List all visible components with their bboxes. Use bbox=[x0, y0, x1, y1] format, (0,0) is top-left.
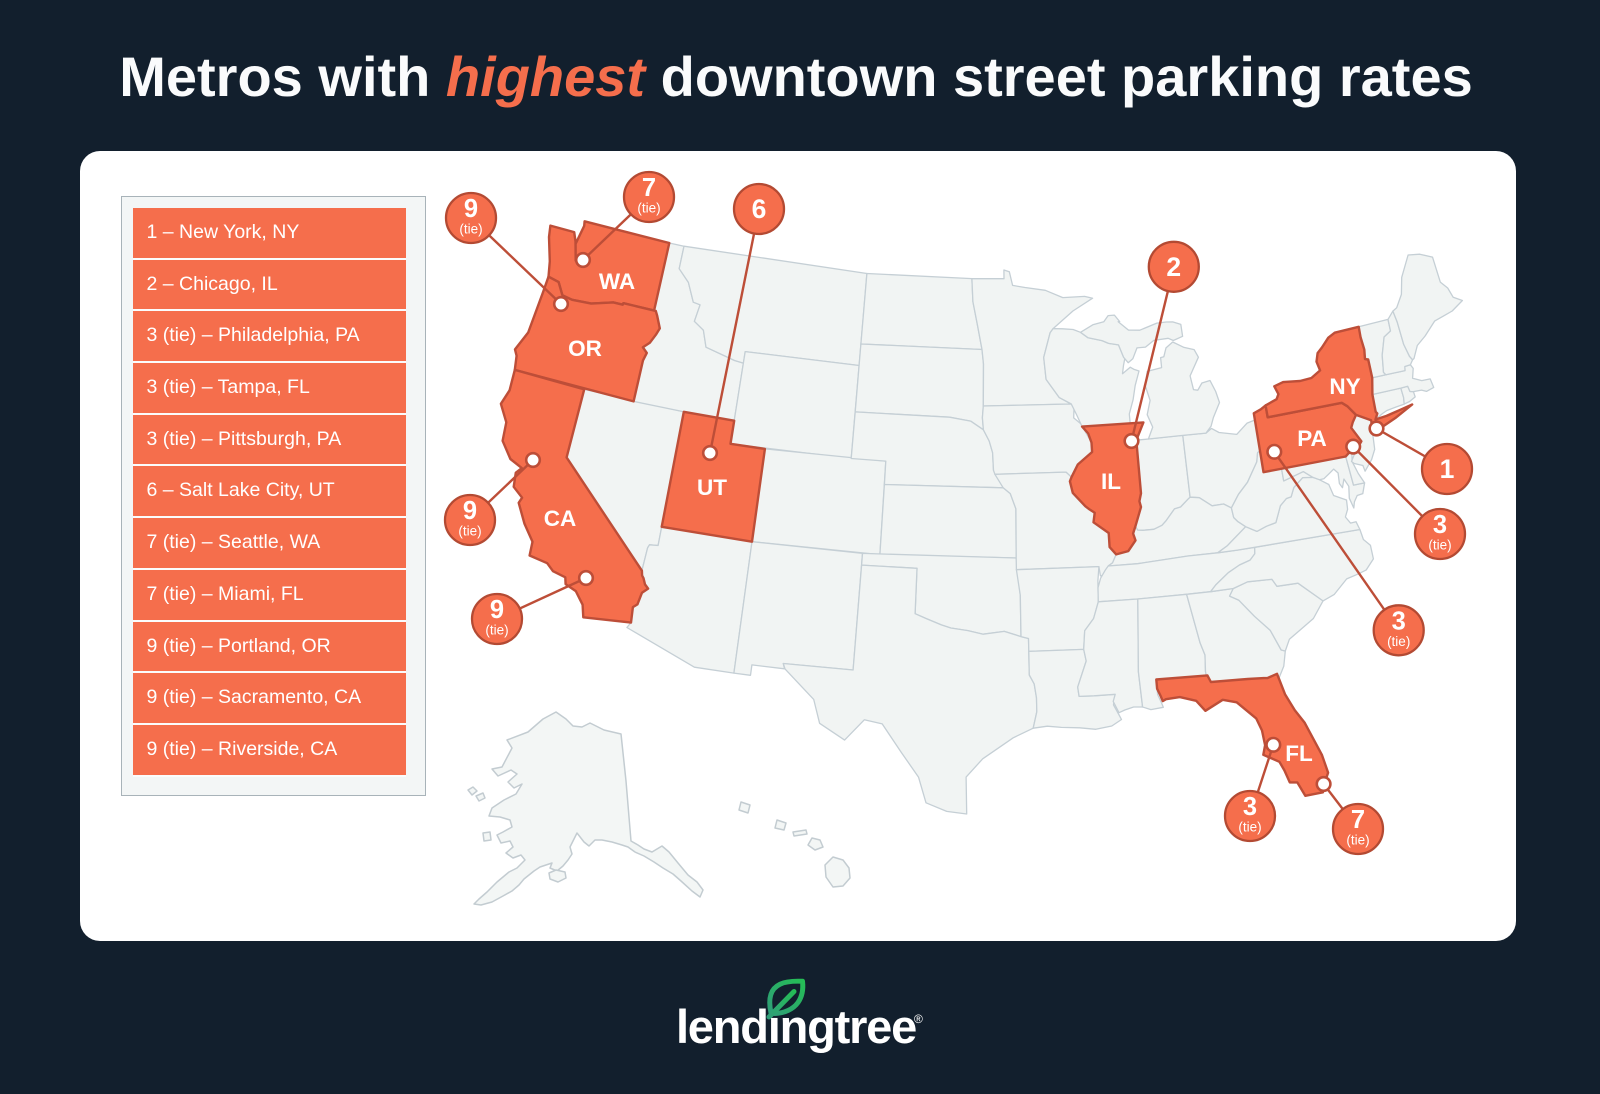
svg-text:®: ® bbox=[914, 1012, 923, 1026]
svg-text:(tie): (tie) bbox=[458, 524, 481, 539]
svg-text:7: 7 bbox=[642, 174, 656, 202]
svg-text:3: 3 bbox=[1433, 511, 1447, 539]
svg-text:IL: IL bbox=[1101, 469, 1121, 494]
svg-text:2: 2 bbox=[1166, 252, 1181, 282]
svg-text:NY: NY bbox=[1329, 374, 1360, 399]
svg-text:(tie): (tie) bbox=[1238, 820, 1261, 835]
svg-text:9: 9 bbox=[464, 195, 478, 223]
svg-text:(tie): (tie) bbox=[1428, 538, 1451, 553]
svg-text:1: 1 bbox=[1440, 454, 1455, 484]
svg-text:CA: CA bbox=[544, 506, 577, 531]
svg-text:7: 7 bbox=[1351, 806, 1365, 834]
svg-text:WA: WA bbox=[599, 269, 635, 294]
svg-text:(tie): (tie) bbox=[1387, 634, 1410, 649]
svg-text:3: 3 bbox=[1243, 793, 1257, 821]
svg-text:OR: OR bbox=[568, 336, 602, 361]
svg-text:UT: UT bbox=[697, 475, 727, 500]
svg-text:(tie): (tie) bbox=[637, 201, 660, 216]
svg-text:(tie): (tie) bbox=[459, 222, 482, 237]
svg-text:9: 9 bbox=[463, 497, 477, 525]
svg-text:lendıngtree: lendıngtree bbox=[676, 1000, 916, 1053]
svg-text:6: 6 bbox=[752, 194, 767, 224]
svg-text:PA: PA bbox=[1297, 426, 1327, 451]
svg-text:9: 9 bbox=[490, 596, 504, 624]
svg-text:FL: FL bbox=[1285, 741, 1313, 766]
svg-text:(tie): (tie) bbox=[1346, 833, 1369, 848]
svg-text:(tie): (tie) bbox=[485, 623, 508, 638]
svg-text:3: 3 bbox=[1392, 607, 1406, 635]
